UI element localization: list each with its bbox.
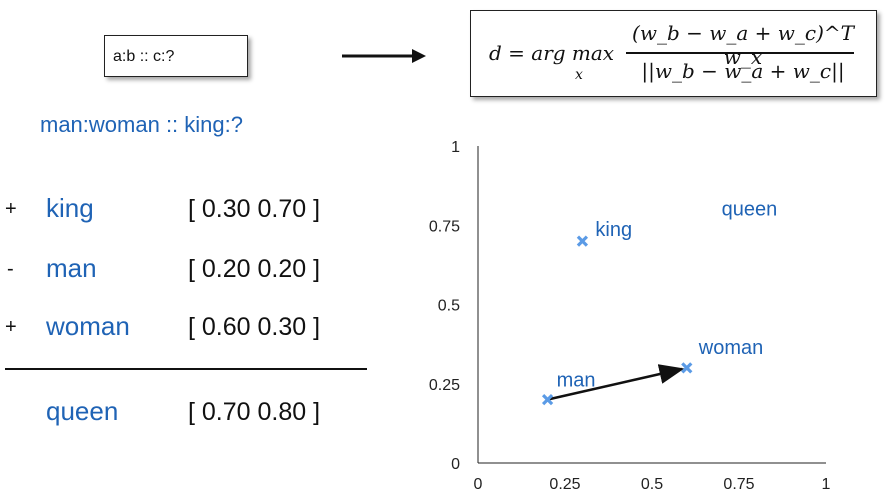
vector-woman: [ 0.60 0.30 ] [188,313,321,341]
point-label-king: king [595,219,632,241]
vector-queen: [ 0.70 0.80 ] [188,398,321,426]
formula-numerator: (w_b − w_a + w_c)^T w_x [632,21,854,69]
y-tick-label: 1 [451,139,460,156]
y-tick-label: 0.25 [429,377,460,394]
operator-plus: + [5,316,17,338]
sum-divider [5,368,367,370]
formula-fraction-bar [626,52,854,54]
x-tick-label: 1 [822,476,831,493]
point-marker-woman [681,362,693,374]
point-label-man: man [557,370,596,392]
right-arrow-icon [342,49,426,63]
point-label-woman: woman [698,337,763,359]
x-tick-label: 0.25 [549,476,580,493]
formula-subscript: x [575,67,583,83]
y-tick-label: 0.5 [438,298,460,315]
point-marker-king [576,235,589,247]
x-tick-label: 0.75 [723,476,754,493]
point-label-queen: queen [722,198,778,220]
operator-minus: - [7,258,14,280]
y-tick-label: 0 [451,456,460,473]
x-tick-label: 0 [474,476,483,493]
word-king: king [46,193,94,223]
point-marker-man [541,393,554,406]
y-tick-label: 0.75 [429,218,460,235]
formula-denominator: ||w_b − w_a + w_c|| [641,59,845,83]
operator-plus: + [5,198,17,220]
vector-arrow-man-to-woman [549,364,685,401]
analogy-template-text: a:b :: c:? [113,48,175,65]
formula-box: d = arg max x (w_b − w_a + w_c)^T w_x ||… [470,10,877,97]
analogy-template-box: a:b :: c:? [104,35,248,77]
example-analogy: man:woman :: king:? [40,112,243,137]
word-man: man [46,253,97,283]
formula-lhs: d = arg max [489,41,615,65]
vector-king: [ 0.30 0.70 ] [188,195,321,223]
word-woman: woman [46,311,130,341]
x-tick-label: 0.5 [641,476,663,493]
vector-man: [ 0.20 0.20 ] [188,255,321,283]
word-vector-plot: 0 0.25 0.5 0.75 1 0 0.25 0.5 0.75 1 king man woman qu… [429,139,831,493]
word-queen: queen [46,396,119,426]
